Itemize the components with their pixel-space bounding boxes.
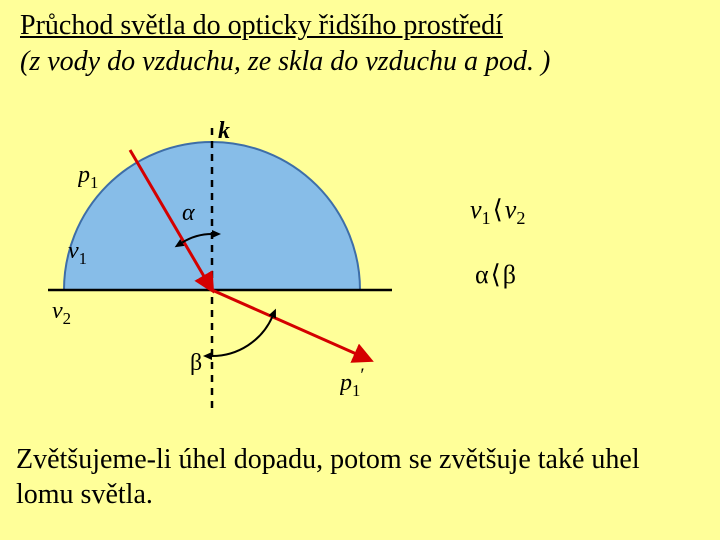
formula-alpha-lt-beta: α⟨β [475, 260, 516, 290]
formula-v1-lt-v2: v1⟨v2 [470, 195, 525, 229]
subtitle: (z vody do vzduchu, ze skla do vzduchu a… [20, 46, 550, 78]
f1-op: ⟨ [491, 195, 505, 224]
f1-left-sub: 1 [482, 208, 491, 228]
f2-left: α [475, 260, 489, 289]
f1-right: v [505, 195, 517, 224]
f1-left: v [470, 195, 482, 224]
f2-right: β [503, 260, 516, 289]
bottom-text: Zvětšujeme-li úhel dopadu, potom se zvět… [16, 442, 704, 512]
f1-right-sub: 2 [516, 208, 525, 228]
diagram-svg: kp1v1v2αβp1′ [40, 110, 400, 430]
title: Průchod světla do opticky řidšího prostř… [20, 10, 503, 42]
slide: Průchod světla do opticky řidšího prostř… [0, 0, 720, 540]
f2-op: ⟨ [489, 260, 503, 289]
refraction-diagram: kp1v1v2αβp1′ [40, 110, 400, 430]
